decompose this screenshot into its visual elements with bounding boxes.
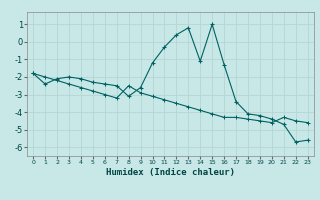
X-axis label: Humidex (Indice chaleur): Humidex (Indice chaleur) bbox=[106, 168, 235, 177]
